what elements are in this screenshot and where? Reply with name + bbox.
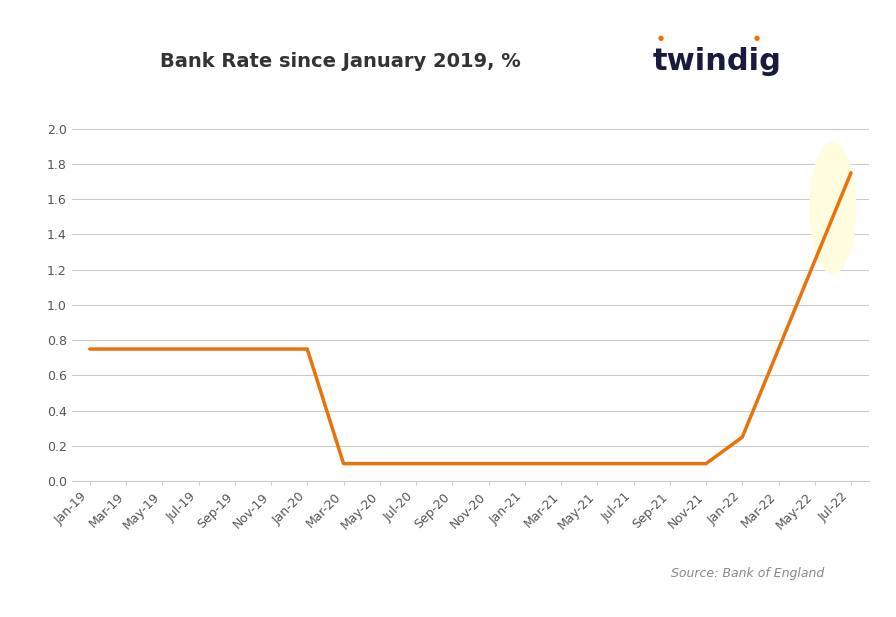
Text: Bank Rate since January 2019, %: Bank Rate since January 2019, % bbox=[160, 52, 521, 71]
Text: twindig: twindig bbox=[652, 47, 781, 77]
Text: Source: Bank of England: Source: Bank of England bbox=[671, 567, 824, 580]
Text: ●: ● bbox=[658, 35, 663, 41]
Ellipse shape bbox=[809, 142, 857, 274]
Text: ●: ● bbox=[754, 35, 760, 41]
